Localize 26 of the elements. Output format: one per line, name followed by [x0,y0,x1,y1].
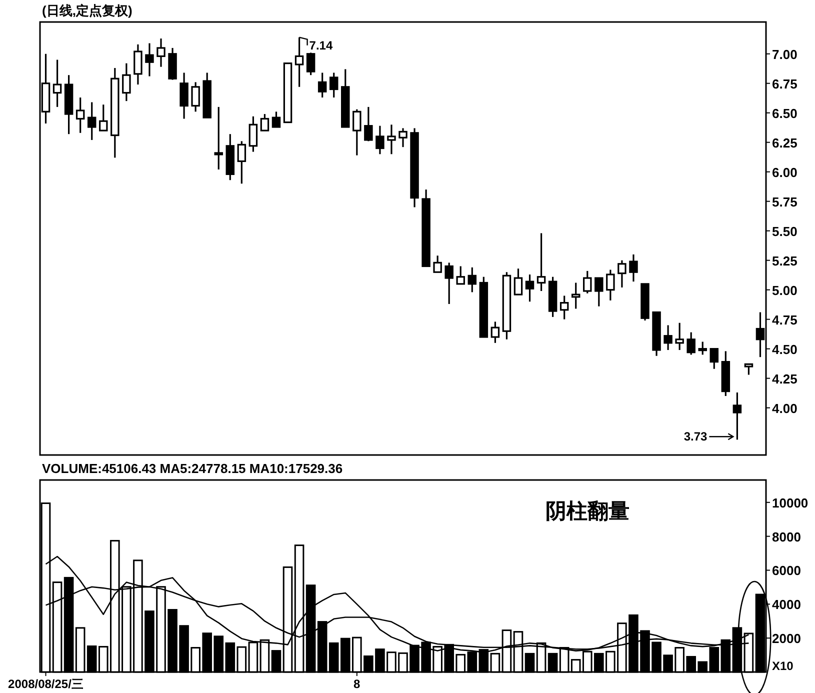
y-tick-label: 4.75 [772,312,798,328]
text: X10 [772,659,794,673]
annotation: 3.73 [684,430,708,444]
y-tick-label: 5.50 [772,224,798,239]
y-tick-label: 5.25 [772,253,798,268]
y-tick-label: 4.25 [772,371,798,386]
x-tick-label: 8 [354,677,361,691]
y-tick-label: 6.75 [772,76,798,92]
y-tick-label: 6.00 [772,164,798,180]
y-tick-label: 4.50 [772,342,798,357]
y-tick-label: 6000 [772,563,801,578]
y-tick-label: 5.00 [772,282,798,298]
y-tick-label: 7.00 [772,46,798,62]
x-tick-label: 2008/08/25/三 [8,677,84,691]
y-tick-label: 8000 [772,529,801,544]
y-tick-label: 10000 [772,495,808,510]
chart-title: (日线,定点复权) [42,3,132,18]
y-tick-label: 4.00 [772,400,798,416]
y-tick-label: 5.75 [772,194,798,210]
y-tick-label: 4000 [772,597,801,612]
y-tick-label: 2000 [772,631,801,646]
y-tick-label: 6.25 [772,135,798,150]
annotation: 7.14 [309,38,333,52]
annotation: 阴柱翻量 [545,500,630,523]
chart-title: VOLUME:45106.43 MA5:24778.15 MA10:17529.36 [42,461,343,476]
y-tick-label: 6.50 [772,106,798,121]
